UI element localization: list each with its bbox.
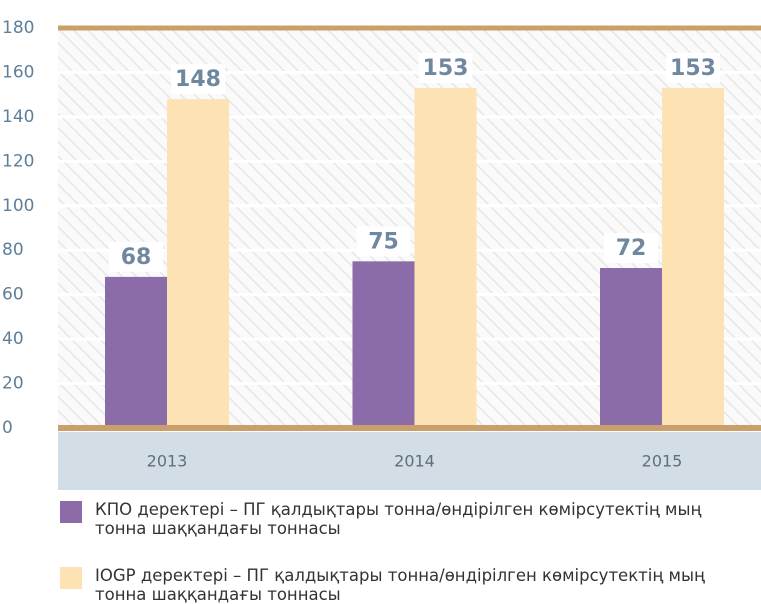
y-tick-label: 140 (2, 107, 34, 127)
y-tick-label: 60 (2, 285, 24, 305)
data-label-bg (171, 64, 225, 95)
x-tick-label: 2015 (642, 452, 683, 471)
x-axis-band (58, 432, 761, 490)
x-tick-label: 2013 (147, 452, 188, 471)
bar (414, 88, 477, 428)
bar (352, 261, 415, 428)
legend-item: IOGP деректері – ПГ қалдықтары тонна/өнд… (60, 566, 760, 604)
data-label-bg (109, 241, 163, 272)
bar (600, 268, 662, 428)
legend-label: IOGP деректері – ПГ қалдықтары тонна/өнд… (95, 566, 705, 604)
chart: 0 20 40 60 80 100 120 140 160 180 2013 68 148 2014 75 1… (2, 18, 761, 490)
y-tick-label: 100 (2, 196, 34, 216)
data-label: 148 (175, 67, 221, 92)
y-tick-label: 20 (2, 374, 24, 394)
legend-item: КПО деректері – ПГ қалдықтары тонна/өнді… (60, 500, 760, 538)
data-label-bg (418, 53, 473, 83)
x-tick-label: 2014 (394, 452, 435, 471)
legend-swatch (60, 501, 82, 523)
bar (105, 276, 167, 428)
legend-swatch (60, 567, 82, 589)
data-label-bg (356, 226, 411, 257)
data-label: 75 (368, 229, 399, 254)
y-tick-label: 120 (2, 151, 34, 171)
data-label: 153 (423, 56, 469, 81)
data-label: 72 (616, 236, 647, 261)
y-tick-label: 160 (2, 62, 34, 82)
y-tick-label: 180 (2, 18, 34, 38)
y-tick-label: 0 (2, 418, 13, 438)
y-tick-label: 80 (2, 240, 24, 260)
bar (167, 99, 229, 428)
data-label: 153 (670, 56, 716, 81)
bar (662, 88, 724, 428)
y-tick-label: 40 (2, 329, 24, 349)
data-label-bg (604, 233, 658, 263)
data-label: 68 (121, 245, 152, 270)
data-label-bg (666, 53, 720, 83)
legend-label: КПО деректері – ПГ қалдықтары тонна/өнді… (95, 500, 702, 538)
